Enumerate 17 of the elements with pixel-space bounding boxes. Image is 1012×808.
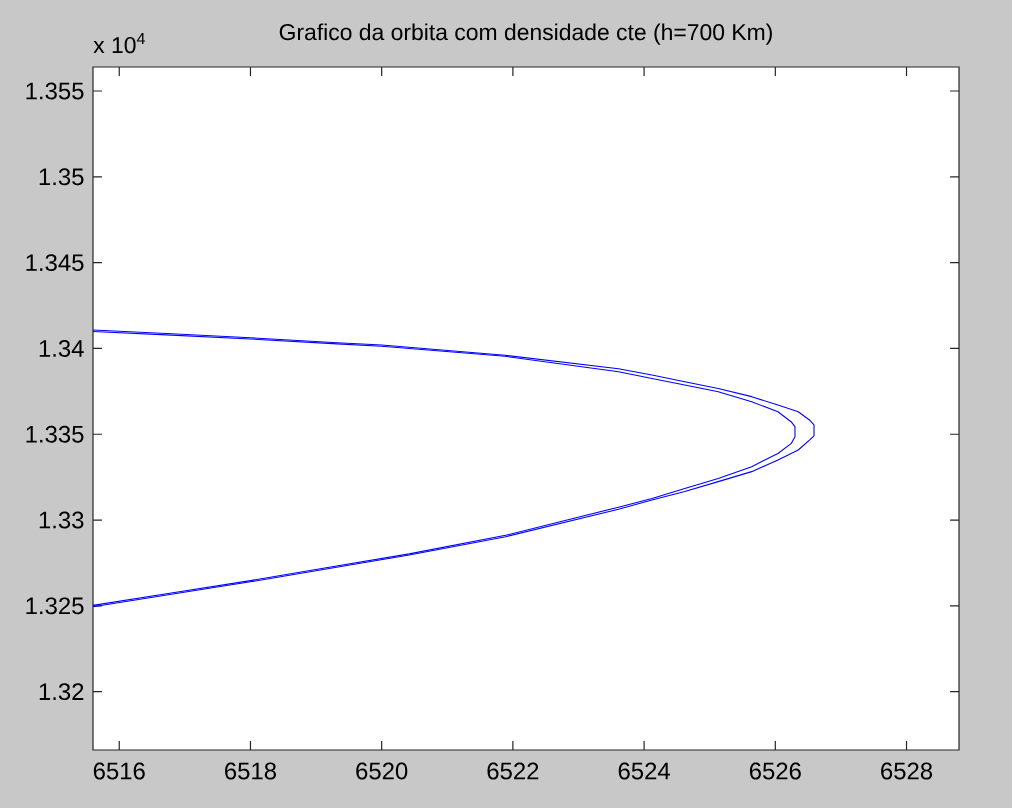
chart-title: Grafico da orbita com densidade cte (h=700 Km) (279, 23, 772, 45)
y-tick-label: 1.335 (26, 425, 84, 443)
y-tick-label: 1.34 (39, 339, 84, 357)
x-tick-label: 6522 (487, 762, 539, 780)
text: x 10$^{4}$ (93, 32, 145, 54)
x-tick-label: 6524 (618, 762, 670, 780)
x-tick-label: 6526 (749, 762, 801, 780)
y-tick-label: 1.32 (39, 683, 84, 701)
x-tick-label: 6528 (881, 762, 933, 780)
x-tick-label: 6518 (225, 762, 276, 780)
y-tick-label: 1.355 (26, 82, 84, 100)
y-tick-label: 1.33 (39, 511, 84, 529)
x-tick-label: 6520 (356, 762, 408, 780)
y-tick-label: 1.325 (26, 597, 84, 615)
y-tick-label: 1.345 (26, 254, 84, 272)
y-tick-label: 1.35 (39, 168, 84, 186)
x-tick-label: 6516 (93, 762, 145, 780)
